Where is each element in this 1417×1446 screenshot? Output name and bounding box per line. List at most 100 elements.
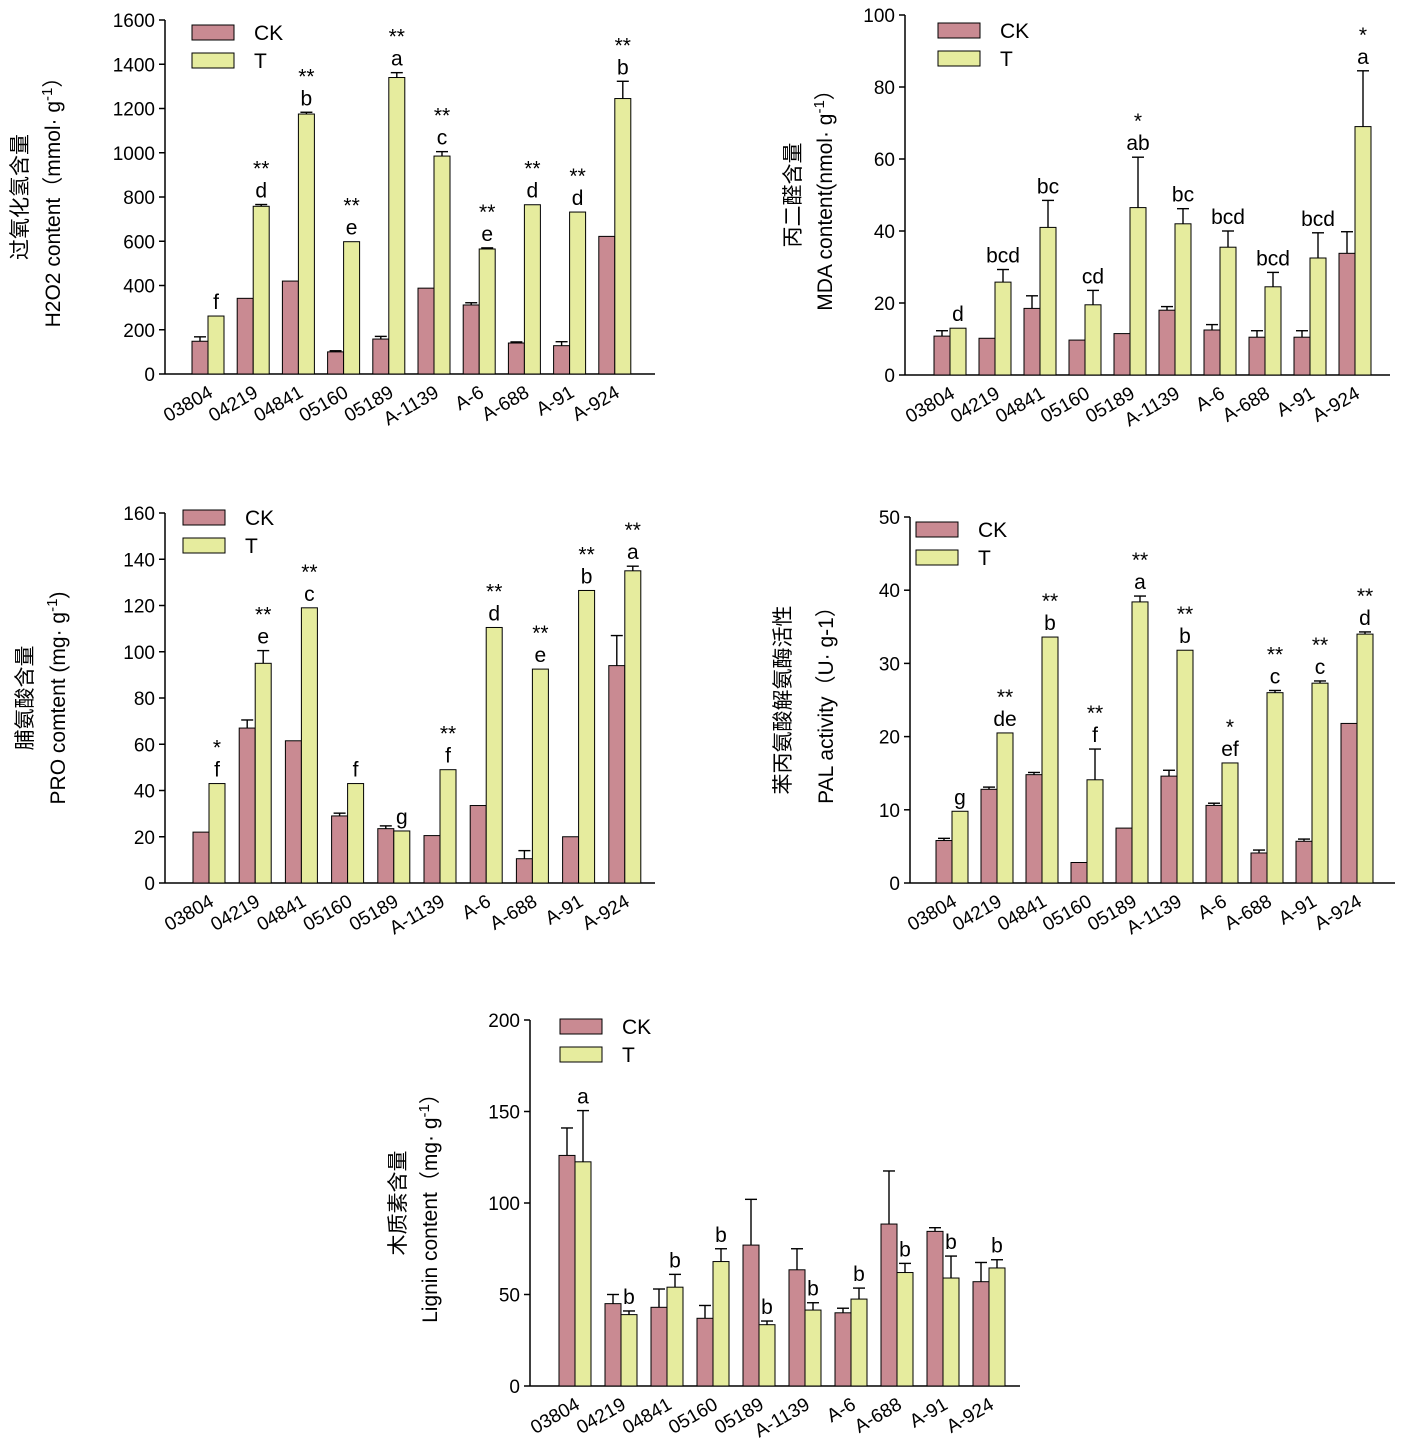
x-tick-label: A-91 — [542, 891, 587, 929]
significance-label: ** — [1357, 585, 1373, 608]
y-tick-label: 80 — [134, 689, 155, 710]
x-tick-label: 04219 — [207, 891, 263, 936]
y-axis-title: H2O2 content（mmol· g-1） — [39, 67, 65, 328]
letter-label: bcd — [1301, 208, 1335, 231]
legend-swatch-ck — [915, 521, 959, 538]
x-tick-label: A-688 — [1219, 383, 1273, 427]
y-axis-title-cn: 过氧化氢含量 — [9, 134, 32, 260]
significance-label: ** — [440, 723, 456, 746]
y-axis-title: PRO comtent (mg· g-1) — [44, 592, 70, 805]
y-tick-label: 100 — [123, 643, 155, 664]
x-tick-label: A-91 — [906, 1394, 951, 1432]
significance-label: ** — [1087, 702, 1103, 725]
bar-ck-05160 — [331, 815, 349, 884]
chart-1: 02004006008001000120014001600f03804d**04… — [9, 11, 655, 430]
bar-ck-03804 — [191, 340, 209, 375]
bar-t-05160 — [712, 1261, 730, 1387]
bar-t-A-91 — [1309, 257, 1327, 376]
y-axis-title: MDA content(nmol· g-1） — [811, 79, 837, 311]
y-tick-label: 20 — [134, 828, 155, 849]
bar-t-05160 — [1086, 779, 1104, 884]
x-tick-label: 04841 — [251, 382, 307, 427]
bar-ck-03804 — [192, 831, 210, 884]
bar-t-A-1139 — [804, 1309, 822, 1387]
x-tick-label: 04841 — [994, 891, 1050, 936]
y-tick-label: 10 — [879, 801, 900, 822]
y-axis-title-end: ） — [419, 1083, 442, 1104]
bar-ck-05160 — [1070, 862, 1088, 884]
bar-t-05189 — [758, 1324, 776, 1387]
x-tick-label: A-688 — [851, 1394, 905, 1438]
significance-label: ** — [532, 622, 548, 645]
bar-t-04841 — [300, 607, 318, 884]
bar-t-A-91 — [1311, 682, 1329, 884]
letter-label: g — [396, 806, 408, 829]
letter-label: bc — [1172, 184, 1194, 207]
bar-ck-04219 — [604, 1303, 622, 1387]
x-tick-label: 03804 — [160, 382, 217, 427]
legend-label-t: T — [254, 50, 267, 73]
bar-t-04219 — [254, 662, 272, 884]
bar-t-A-924 — [1354, 126, 1372, 376]
bar-ck-A-688 — [880, 1223, 898, 1387]
bar-ck-A-91 — [1293, 336, 1311, 376]
letter-label: b — [761, 1296, 773, 1319]
letter-label: ab — [1126, 132, 1149, 155]
y-axis-title-main: Lignin content（mg· g — [419, 1117, 442, 1322]
bar-t-A-91 — [578, 589, 596, 884]
bar-ck-A-91 — [562, 836, 580, 884]
bar-t-03804 — [207, 315, 225, 375]
x-tick-label: 04219 — [947, 383, 1003, 428]
bar-ck-A-6 — [834, 1312, 852, 1387]
significance-label: ** — [1312, 634, 1328, 657]
legend-label-ck: CK — [622, 1016, 651, 1039]
significance-label: ** — [1267, 643, 1283, 666]
letter-label: bcd — [1256, 247, 1290, 270]
x-tick-label: A-688 — [486, 891, 540, 935]
bar-t-A-688 — [523, 204, 541, 375]
bar-ck-A-1139 — [1160, 775, 1178, 884]
bar-t-A-6 — [1219, 246, 1237, 376]
letter-label: a — [391, 48, 403, 71]
bar-ck-04841 — [284, 740, 302, 884]
legend-swatch-t — [191, 52, 235, 69]
legend-label-t: T — [978, 547, 991, 570]
bar-ck-04219 — [978, 337, 996, 376]
bar-t-05160 — [343, 241, 361, 375]
x-tick-label: 05160 — [296, 382, 352, 427]
x-tick-label: A-924 — [579, 891, 634, 935]
bar-t-05189 — [1129, 207, 1147, 376]
letter-label: c — [304, 583, 315, 606]
y-tick-label: 20 — [874, 294, 895, 315]
bar-t-03804 — [208, 783, 226, 884]
legend-label-ck: CK — [1000, 20, 1029, 43]
y-tick-label: 30 — [879, 654, 900, 675]
significance-label: ** — [1042, 590, 1058, 613]
significance-label: ** — [997, 686, 1013, 709]
y-tick-label: 50 — [499, 1286, 520, 1307]
y-axis-title-superscript: -1 — [44, 599, 61, 612]
x-tick-label: 04841 — [619, 1394, 675, 1439]
significance-label: ** — [615, 34, 631, 57]
x-tick-label: A-924 — [569, 382, 624, 426]
x-tick-label: A-688 — [1221, 891, 1275, 935]
significance-label: ** — [389, 26, 405, 49]
y-tick-label: 0 — [889, 874, 900, 895]
bar-ck-04841 — [1025, 774, 1043, 884]
y-tick-label: 200 — [488, 1011, 520, 1032]
letter-label: b — [623, 1286, 635, 1309]
bar-ck-05189 — [372, 338, 390, 375]
y-tick-label: 60 — [134, 735, 155, 756]
letter-label: ef — [1221, 738, 1239, 761]
bar-t-04219 — [252, 205, 270, 375]
y-tick-label: 0 — [509, 1377, 520, 1398]
legend-label-t: T — [245, 535, 258, 558]
y-tick-label: 150 — [488, 1103, 520, 1124]
bar-t-03804 — [574, 1161, 592, 1387]
bar-t-A-6 — [850, 1298, 868, 1387]
bar-t-A-1139 — [1174, 223, 1192, 376]
x-tick-label: 03804 — [161, 891, 218, 936]
x-tick-label: A-91 — [533, 382, 578, 420]
y-axis-title-cn: 木质素含量 — [387, 1151, 410, 1256]
y-axis-title: Lignin content（mg· g-1） — [416, 1083, 442, 1323]
